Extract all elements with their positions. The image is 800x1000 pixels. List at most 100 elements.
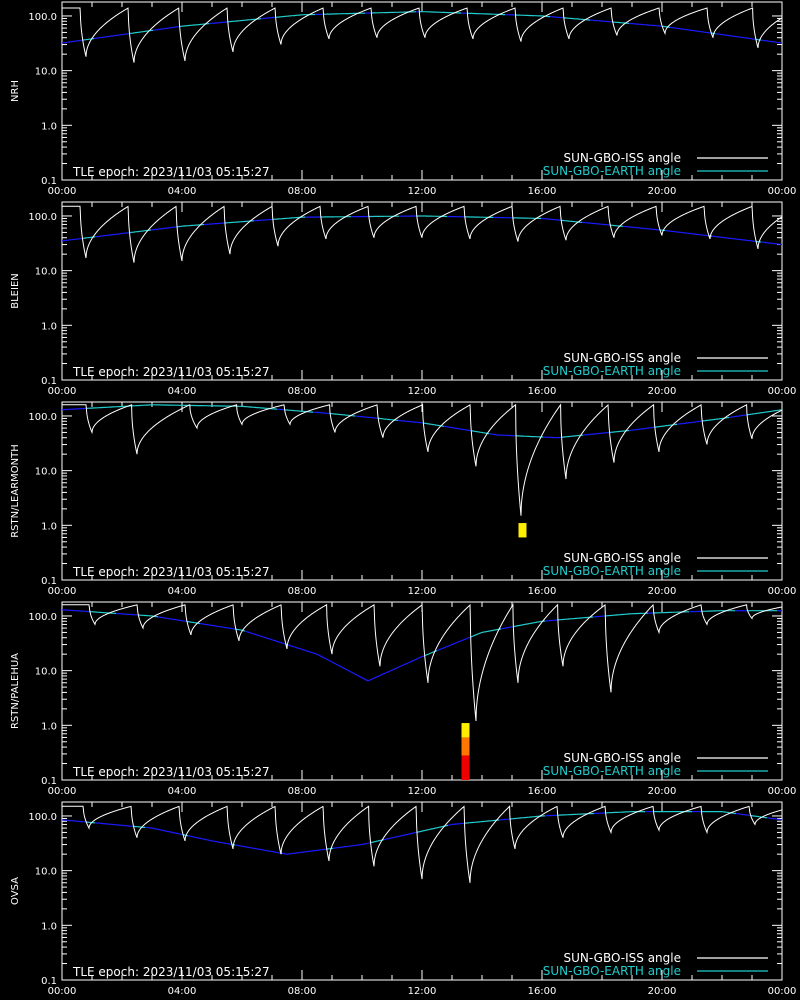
x-tick-label: 08:00 (288, 986, 317, 997)
x-tick-label: 16:00 (528, 586, 557, 597)
x-tick-label: 16:00 (528, 986, 557, 997)
legend-label: SUN-GBO-EARTH angle (543, 164, 681, 178)
y-tick-label: 10.0 (35, 667, 57, 678)
chart-panel: 100.010.01.00.100:00 04:00 08:00 12:00 16:00… (10, 401, 797, 597)
earth-angle-line (661, 25, 671, 28)
legend-label: SUN-GBO-EARTH angle (543, 364, 681, 378)
x-tick-label: 20:00 (648, 586, 677, 597)
earth-angle-line (549, 16, 565, 19)
earth-angle-line (179, 23, 210, 28)
earth-angle-line (714, 33, 757, 40)
earth-angle-line (543, 436, 563, 439)
earth-angle-line (750, 815, 768, 819)
earth-angle-line (735, 812, 752, 817)
earth-angle-line (116, 612, 139, 616)
earth-angle-line (443, 425, 473, 432)
earth-angle-line (62, 407, 87, 411)
y-tick-label: 1.0 (41, 921, 57, 932)
x-tick-label: 04:00 (168, 786, 197, 797)
earth-angle-line (436, 636, 472, 652)
legend-label: SUN-GBO-ISS angle (564, 951, 681, 965)
earth-angle-line (133, 825, 145, 829)
legend-label: SUN-GBO-ISS angle (564, 751, 681, 765)
earth-angle-line (659, 229, 666, 232)
earth-angle-line (86, 404, 278, 410)
earth-angle-line (760, 39, 782, 44)
earth-angle-line (208, 21, 229, 25)
earth-angle-line (470, 628, 502, 638)
y-tick-label: 1.0 (41, 121, 57, 132)
legend-label: SUN-GBO-ISS angle (564, 151, 681, 165)
x-tick-label: 00:00 (768, 786, 797, 797)
y-tick-label: 1.0 (41, 721, 57, 732)
earth-angle-line (766, 817, 782, 821)
earth-angle-line (204, 222, 225, 226)
earth-angle-line (85, 821, 96, 824)
x-tick-label: 16:00 (528, 386, 557, 397)
x-tick-label: 20:00 (648, 786, 677, 797)
iss-angle-line (62, 205, 782, 263)
earth-angle-line (281, 848, 328, 855)
y-axis-label: RSTN/LEARMONTH (10, 444, 21, 538)
earth-angle-line (545, 814, 558, 817)
earth-angle-line (488, 433, 516, 437)
x-tick-label: 00:00 (768, 186, 797, 197)
earth-angle-line (760, 241, 782, 246)
y-axis-label: RSTN/PALEHUA (10, 653, 21, 729)
earth-angle-line (150, 226, 178, 231)
y-tick-label: 10.0 (35, 867, 57, 878)
x-tick-label: 04:00 (168, 586, 197, 597)
y-tick-label: 100.0 (28, 212, 57, 223)
epoch-text: TLE epoch: 2023/11/03 05:15:27 (72, 765, 270, 779)
earth-angle-line (676, 420, 703, 425)
y-tick-label: 1.0 (41, 321, 57, 332)
y-tick-label: 100.0 (28, 12, 57, 23)
legend-label: SUN-GBO-EARTH angle (543, 764, 681, 778)
x-tick-label: 16:00 (528, 186, 557, 197)
earth-angle-line (471, 430, 490, 435)
y-tick-label: 0.1 (41, 376, 57, 387)
y-tick-label: 100.0 (28, 412, 57, 423)
earth-angle-line (182, 834, 189, 837)
x-tick-label: 12:00 (408, 986, 437, 997)
earth-angle-line (94, 232, 131, 238)
x-tick-label: 00:00 (48, 186, 77, 197)
eclipse-marker (461, 737, 470, 756)
earth-angle-line (95, 822, 135, 827)
x-tick-label: 20:00 (648, 186, 677, 197)
iss-angle-line (62, 403, 782, 516)
earth-angle-line (492, 216, 514, 219)
y-tick-label: 10.0 (35, 467, 57, 478)
earth-angle-line (590, 19, 614, 23)
x-tick-label: 00:00 (768, 586, 797, 597)
x-tick-label: 00:00 (48, 986, 77, 997)
earth-angle-line (62, 819, 87, 823)
legend-label: SUN-GBO-EARTH angle (543, 964, 681, 978)
y-tick-label: 0.1 (41, 176, 57, 187)
earth-angle-line (244, 630, 287, 645)
iss-angle-line (62, 805, 782, 883)
y-tick-label: 100.0 (28, 812, 57, 823)
earth-angle-line (702, 610, 735, 612)
earth-angle-line (561, 434, 584, 438)
epoch-text: TLE epoch: 2023/11/03 05:15:27 (72, 365, 270, 379)
x-tick-label: 08:00 (288, 386, 317, 397)
y-tick-label: 0.1 (41, 776, 57, 787)
x-tick-label: 04:00 (168, 986, 197, 997)
x-tick-label: 20:00 (648, 986, 677, 997)
eclipse-marker (518, 523, 527, 538)
y-tick-label: 1.0 (41, 521, 57, 532)
x-tick-label: 16:00 (528, 786, 557, 797)
earth-angle-line (416, 824, 449, 833)
y-axis-label: BLEIEN (10, 273, 21, 309)
earth-angle-line (144, 826, 184, 836)
legend-label: SUN-GBO-EARTH angle (543, 564, 681, 578)
earth-angle-line (500, 625, 515, 630)
earth-angle-line (605, 612, 648, 617)
x-tick-label: 08:00 (288, 586, 317, 597)
x-tick-label: 12:00 (408, 586, 437, 597)
x-tick-label: 00:00 (48, 786, 77, 797)
earth-angle-line (62, 39, 84, 44)
epoch-text: TLE epoch: 2023/11/03 05:15:27 (72, 965, 270, 979)
